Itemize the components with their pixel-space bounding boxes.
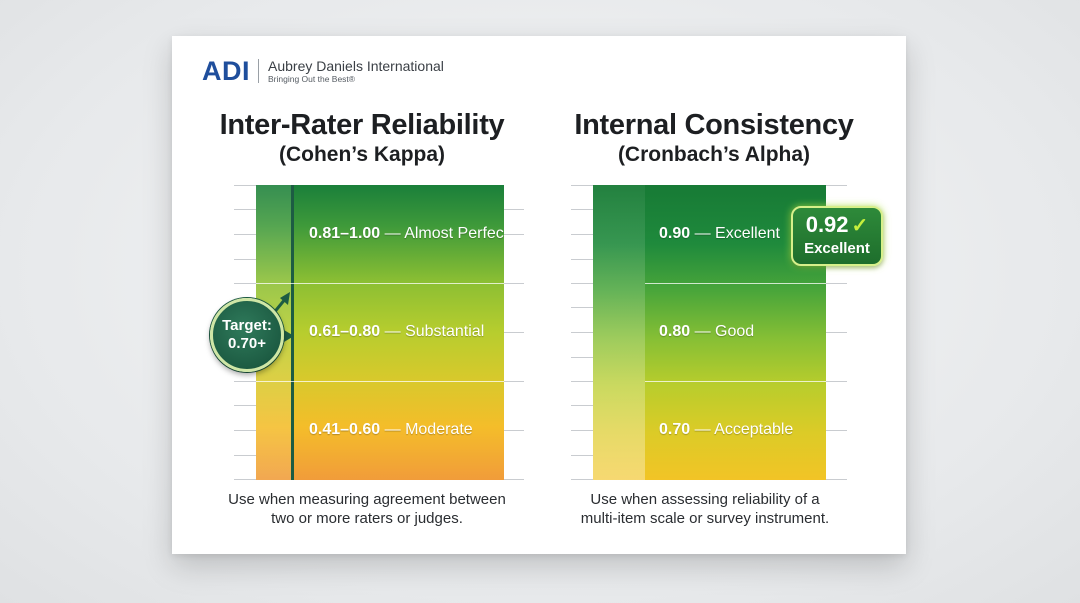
kappa-band-almost-perfect: 0.81–1.00 — Almost Perfect <box>309 225 504 243</box>
left-caption: Use when measuring agreement between two… <box>217 490 517 528</box>
band-range: 0.41–0.60 <box>309 421 381 438</box>
brand-tagline: Bringing Out the Best® <box>268 73 356 84</box>
band-label: Acceptable <box>714 421 794 438</box>
alpha-scale: 0.90 — Excellent 0.80 — Good 0.70 — Acce… <box>593 185 826 480</box>
right-caption: Use when assessing reliability of a mult… <box>555 490 855 528</box>
logo-divider <box>258 59 259 83</box>
left-caption-line1: Use when measuring agreement between <box>228 491 506 508</box>
band-label: Good <box>715 323 755 340</box>
alpha-band-good: 0.80 — Good <box>659 323 755 340</box>
right-subtitle: (Cronbach’s Alpha) <box>617 143 811 166</box>
brand-logo: ADI Aubrey Daniels International Bringin… <box>202 56 444 86</box>
target-value: 0.70+ <box>228 335 266 352</box>
band-label: Almost Perfect <box>404 225 504 242</box>
left-caption-line2: two or more raters or judges. <box>271 510 463 527</box>
checkmark-icon: ✓ <box>851 215 869 237</box>
band-range: 0.80 <box>659 323 691 340</box>
band-range: 0.90 <box>659 225 691 242</box>
infographic-card: ADI Aubrey Daniels International Bringin… <box>172 36 906 554</box>
alpha-band-excellent: 0.90 — Excellent <box>659 225 780 242</box>
left-title-block: Inter-Rater Reliability (Cohen’s Kappa) <box>212 108 512 168</box>
band-label: Substantial <box>405 323 485 340</box>
band-label: Moderate <box>405 421 473 438</box>
scale-rail <box>593 185 645 480</box>
alpha-result: 0.92 ✓ <box>793 211 881 240</box>
alpha-band-acceptable: 0.70 — Acceptable <box>659 421 794 438</box>
alpha-result-badge: 0.92 ✓ Excellent <box>791 206 883 266</box>
right-title-block: Internal Consistency (Cronbach’s Alpha) <box>564 108 864 168</box>
logo-text: Aubrey Daniels International Bringing Ou… <box>268 58 444 85</box>
alpha-value: 0.92 <box>805 212 849 237</box>
band-divider <box>256 283 504 284</box>
kappa-band-substantial: 0.61–0.80 — Substantial <box>309 323 485 340</box>
target-marker-line <box>291 185 294 480</box>
band-divider <box>256 381 504 382</box>
right-caption-line1: Use when assessing reliability of a <box>590 491 820 508</box>
right-caption-line2: multi-item scale or survey instrument. <box>580 510 830 527</box>
band-range: 0.61–0.80 <box>309 323 381 340</box>
logo-mark: ADI <box>202 55 250 86</box>
target-badge: Target: 0.70+ <box>210 298 284 372</box>
band-divider <box>645 381 826 382</box>
brand-name: Aubrey Daniels International <box>268 57 444 74</box>
band-range: 0.81–1.00 <box>309 225 381 242</box>
band-divider <box>645 283 826 284</box>
right-title: Internal Consistency <box>574 109 854 141</box>
band-range: 0.70 <box>659 421 691 438</box>
kappa-band-moderate: 0.41–0.60 — Moderate <box>309 421 473 438</box>
target-label: Target: <box>222 317 272 334</box>
left-subtitle: (Cohen’s Kappa) <box>278 143 446 166</box>
band-label: Excellent <box>715 225 780 242</box>
alpha-result-label: Excellent <box>804 240 870 257</box>
left-title: Inter-Rater Reliability <box>219 109 505 141</box>
